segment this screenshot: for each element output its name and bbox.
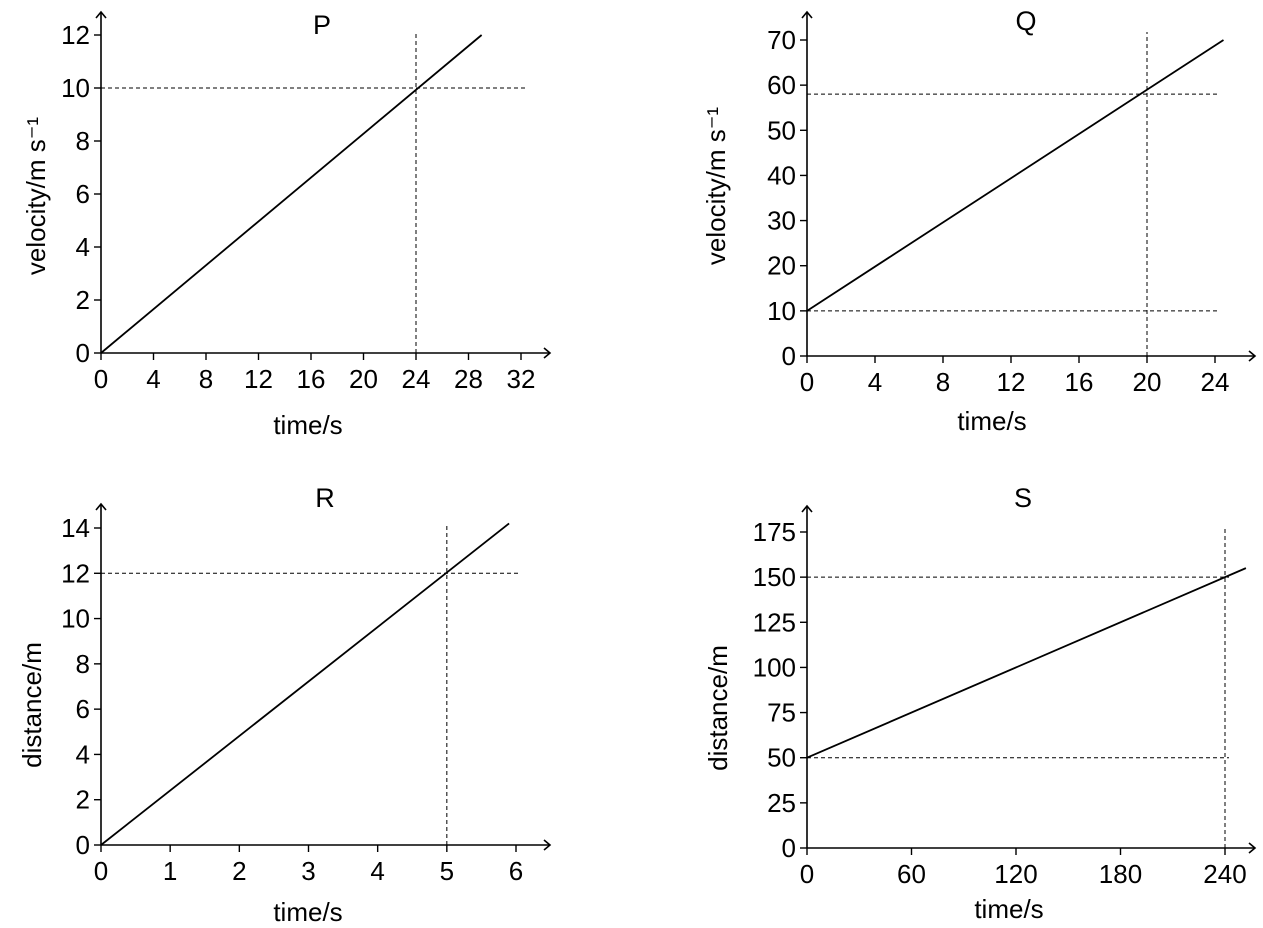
y-tick-label: 70 <box>767 25 796 55</box>
y-axis-label: velocity/m s⁻¹ <box>701 107 731 266</box>
y-axis-label: distance/m <box>703 645 733 771</box>
x-tick-label: 240 <box>1203 859 1246 889</box>
x-axis-arrow <box>543 839 552 851</box>
x-tick-label: 0 <box>800 367 814 397</box>
x-tick-label: 32 <box>507 364 536 394</box>
y-tick-label: 0 <box>782 833 796 863</box>
y-tick-label: 150 <box>753 562 796 592</box>
y-tick-label: 40 <box>767 160 796 190</box>
x-tick-label: 8 <box>936 367 950 397</box>
x-tick-label: 3 <box>301 856 315 886</box>
series-line-0 <box>806 39 1224 312</box>
x-tick-label: 180 <box>1099 859 1142 889</box>
y-tick-label: 30 <box>767 206 796 236</box>
chart-title: R <box>315 483 335 513</box>
series-line-0 <box>806 567 1247 759</box>
x-axis-label: time/s <box>957 406 1026 436</box>
x-tick-label: 24 <box>402 364 431 394</box>
x-tick-label: 24 <box>1201 367 1230 397</box>
x-tick-label: 4 <box>370 856 384 886</box>
y-tick-label: 20 <box>767 251 796 281</box>
y-axis-label: distance/m <box>17 642 47 768</box>
x-tick-label: 16 <box>1065 367 1094 397</box>
y-tick-label: 2 <box>76 785 90 815</box>
series-line-0 <box>100 34 483 354</box>
x-axis-arrow <box>543 347 552 359</box>
x-tick-label: 120 <box>994 859 1037 889</box>
y-tick-label: 4 <box>76 232 90 262</box>
y-axis-arrow <box>95 10 107 19</box>
y-tick-label: 0 <box>782 341 796 371</box>
x-tick-label: 1 <box>163 856 177 886</box>
y-tick-label: 2 <box>76 285 90 315</box>
y-tick-label: 6 <box>76 694 90 724</box>
x-tick-label: 16 <box>297 364 326 394</box>
y-tick-label: 75 <box>767 698 796 728</box>
series-line-0 <box>100 522 510 846</box>
y-tick-label: 0 <box>76 830 90 860</box>
y-tick-label: 8 <box>76 126 90 156</box>
x-axis-label: time/s <box>273 897 342 927</box>
x-tick-label: 20 <box>349 364 378 394</box>
y-tick-label: 12 <box>61 558 90 588</box>
y-axis-arrow <box>95 502 107 511</box>
x-tick-label: 2 <box>232 856 246 886</box>
y-tick-label: 100 <box>753 652 796 682</box>
y-tick-label: 6 <box>76 179 90 209</box>
x-tick-label: 6 <box>509 856 523 886</box>
y-tick-label: 10 <box>61 604 90 634</box>
x-tick-label: 28 <box>454 364 483 394</box>
y-tick-label: 12 <box>61 20 90 50</box>
y-tick-label: 0 <box>76 338 90 368</box>
y-tick-label: 50 <box>767 115 796 145</box>
x-axis-arrow <box>1248 350 1257 362</box>
x-tick-label: 20 <box>1133 367 1162 397</box>
y-axis-label: velocity/m s⁻¹ <box>21 117 51 276</box>
x-tick-label: 4 <box>868 367 882 397</box>
x-axis-label: time/s <box>273 410 342 440</box>
chart-title: Q <box>1015 6 1036 36</box>
x-axis-label: time/s <box>974 894 1043 924</box>
x-tick-label: 12 <box>997 367 1026 397</box>
y-tick-label: 14 <box>61 513 90 543</box>
y-tick-label: 50 <box>767 743 796 773</box>
y-tick-label: 8 <box>76 649 90 679</box>
x-tick-label: 4 <box>146 364 160 394</box>
chart-title: P <box>313 10 331 40</box>
x-tick-label: 12 <box>244 364 273 394</box>
x-tick-label: 5 <box>440 856 454 886</box>
x-tick-label: 0 <box>94 364 108 394</box>
x-tick-label: 0 <box>800 859 814 889</box>
y-axis-arrow <box>801 10 813 19</box>
y-axis-arrow <box>801 504 813 513</box>
chart-title: S <box>1014 483 1032 513</box>
y-tick-label: 175 <box>753 517 796 547</box>
y-tick-label: 125 <box>753 607 796 637</box>
y-tick-label: 25 <box>767 788 796 818</box>
x-tick-label: 8 <box>199 364 213 394</box>
y-tick-label: 4 <box>76 739 90 769</box>
y-tick-label: 10 <box>767 296 796 326</box>
x-axis-arrow <box>1248 842 1257 854</box>
x-tick-label: 60 <box>897 859 926 889</box>
x-tick-label: 0 <box>94 856 108 886</box>
y-tick-label: 60 <box>767 70 796 100</box>
y-tick-label: 10 <box>61 73 90 103</box>
